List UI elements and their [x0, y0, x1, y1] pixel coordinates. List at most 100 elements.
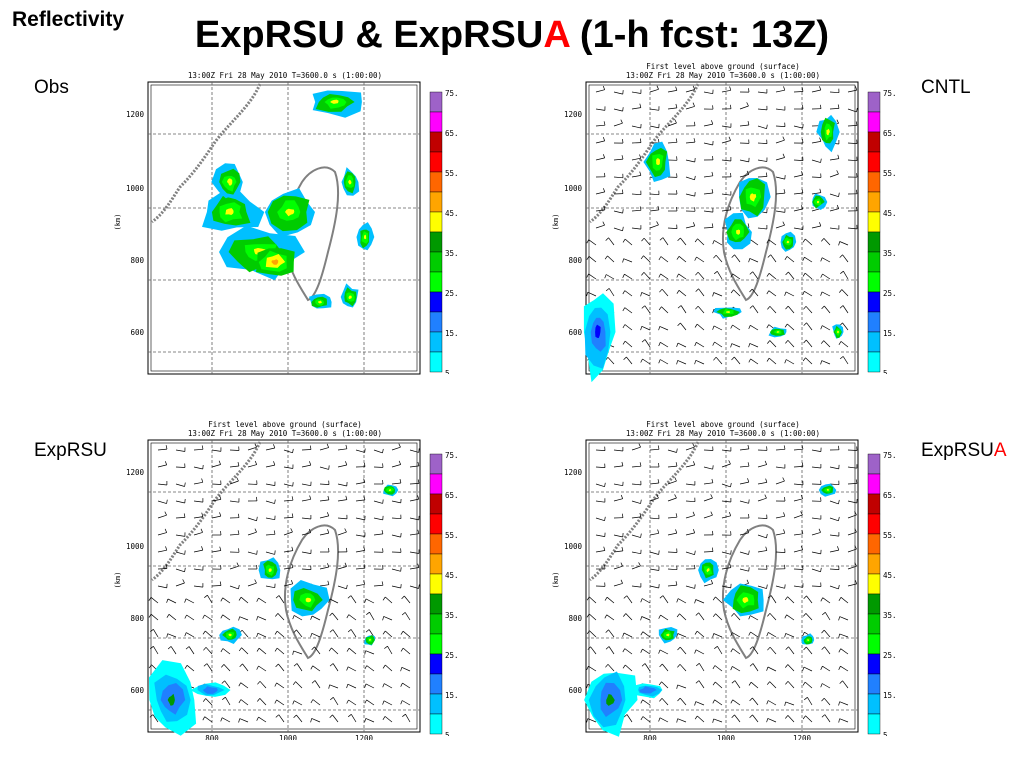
colorbar-label: 25.: [445, 289, 459, 298]
colorbar-swatch: [429, 271, 443, 293]
colorbar-swatch: [429, 673, 443, 695]
y-tick-label: 800: [568, 614, 582, 623]
reflectivity-echoes: [583, 114, 844, 382]
colorbar-swatch: [429, 473, 443, 495]
colorbar-label: 65.: [883, 129, 897, 138]
panel-label-obs: Obs: [34, 77, 69, 98]
panel-exprsu-plot: First level above ground (surface) 13:00Z…: [110, 420, 450, 740]
plot-time-line: 13:00Z Fri 28 May 2010 T=3600.0 s (1:00:…: [626, 71, 820, 80]
colorbar-swatch: [867, 111, 881, 133]
y-axis-label: (km): [552, 572, 560, 589]
colorbar-label: 35.: [445, 249, 459, 258]
colorbar-swatch: [429, 251, 443, 273]
colorbar-swatch: [429, 493, 443, 515]
slide-title-accent: A: [543, 14, 570, 56]
colorbar-swatch: [867, 553, 881, 575]
colorbar-swatch: [867, 311, 881, 333]
colorbar-swatch: [429, 171, 443, 193]
colorbar-swatch: [867, 91, 881, 113]
colorbar-swatch: [429, 311, 443, 333]
colorbar-label: 25.: [883, 651, 897, 660]
colorbar-swatch: [867, 151, 881, 173]
colorbar-swatch: [429, 351, 443, 373]
colorbar-label: 65.: [883, 491, 897, 500]
taiwan-outline: [722, 524, 778, 660]
colorbar-swatch: [429, 613, 443, 635]
colorbar-swatch: [429, 91, 443, 113]
panel-label-exprsu: ExpRSU: [34, 440, 107, 461]
colorbar-swatch: [867, 473, 881, 495]
y-tick-label: 1000: [564, 184, 583, 193]
colorbar-label: 55.: [445, 169, 459, 178]
colorbar-swatch: [867, 633, 881, 655]
y-tick-label: 1200: [126, 468, 145, 477]
y-tick-label: 600: [130, 328, 144, 337]
colorbar-swatch: [867, 331, 881, 353]
y-tick-label: 600: [568, 328, 582, 337]
colorbar-swatch: [429, 111, 443, 133]
colorbar-label: 25.: [883, 289, 897, 298]
y-tick-label: 1000: [564, 542, 583, 551]
panel-obs-plot: 13:00Z Fri 28 May 2010 T=3600.0 s (1:00:…: [110, 62, 450, 382]
colorbar-label: 15.: [883, 329, 897, 338]
colorbar-obs: 75. 65. 55. 45. 35. 25. 15. 5.: [428, 89, 464, 379]
plot-time-line: 13:00Z Fri 28 May 2010 T=3600.0 s (1:00:…: [188, 429, 382, 438]
reflectivity-echoes: [202, 90, 375, 309]
colorbar-label: 35.: [883, 249, 897, 258]
colorbar-label: 45.: [445, 571, 459, 580]
colorbar-swatch: [429, 231, 443, 253]
slide-title-main: ExpRSU & ExpRSU: [194, 14, 544, 56]
y-axis-label: (km): [114, 214, 122, 231]
plot-subtitle: First level above ground (surface): [208, 420, 362, 429]
colorbar-label: 55.: [883, 531, 897, 540]
colorbar-swatch: [429, 453, 443, 475]
colorbar-label: 45.: [445, 209, 459, 218]
plot-time-line: 13:00Z Fri 28 May 2010 T=3600.0 s (1:00:…: [626, 429, 820, 438]
colorbar-swatch: [429, 191, 443, 213]
y-tick-label: 800: [130, 614, 144, 623]
x-tick-label: 1000: [717, 734, 736, 740]
colorbar-label: 75.: [883, 452, 897, 460]
colorbar-swatch: [429, 151, 443, 173]
colorbar-label: 75.: [445, 452, 459, 460]
colorbar-swatch: [429, 693, 443, 715]
panel-cntl-plot: First level above ground (surface) 13:00Z…: [548, 62, 888, 382]
colorbar-swatch: [867, 211, 881, 233]
colorbar-swatch: [867, 351, 881, 373]
y-axis-label: (km): [114, 572, 122, 589]
colorbar-swatch: [867, 513, 881, 535]
colorbar-swatch: [429, 573, 443, 595]
colorbar-exprsu: 75. 65. 55. 45. 35. 25. 15. 5.: [428, 451, 464, 741]
colorbar-swatch: [867, 693, 881, 715]
y-tick-label: 1000: [126, 184, 145, 193]
panel-label-exprsua: ExpRSUA: [921, 440, 1007, 461]
taiwan-outline: [284, 524, 340, 660]
colorbar-swatch: [867, 171, 881, 193]
reflectivity-echoes: [149, 484, 399, 736]
colorbar-swatch: [867, 613, 881, 635]
wind-barbs: [586, 443, 858, 723]
y-tick-label: 800: [568, 256, 582, 265]
colorbar-swatch: [867, 271, 881, 293]
colorbar-swatch: [867, 191, 881, 213]
colorbar-swatch: [429, 713, 443, 735]
x-tick-label: 800: [643, 734, 657, 740]
colorbar-swatch: [429, 533, 443, 555]
x-tick-label: 1200: [355, 734, 374, 740]
corner-title: Reflectivity: [12, 8, 125, 31]
colorbar-label: 35.: [445, 611, 459, 620]
colorbar-label: 5.: [883, 731, 892, 736]
y-tick-label: 600: [568, 686, 582, 695]
taiwan-outline: [722, 166, 778, 302]
plot-time-line: 13:00Z Fri 28 May 2010 T=3600.0 s (1:00:…: [188, 71, 382, 80]
colorbar-label: 35.: [883, 611, 897, 620]
colorbar-swatch: [867, 573, 881, 595]
y-tick-label: 1200: [564, 110, 583, 119]
panel-exprsua-plot: First level above ground (surface) 13:00Z…: [548, 420, 888, 740]
y-tick-label: 1200: [126, 110, 145, 119]
colorbar-label: 55.: [883, 169, 897, 178]
y-tick-label: 1200: [564, 468, 583, 477]
x-tick-label: 1200: [793, 734, 812, 740]
colorbar-swatch: [867, 131, 881, 153]
colorbar-swatch: [867, 593, 881, 615]
